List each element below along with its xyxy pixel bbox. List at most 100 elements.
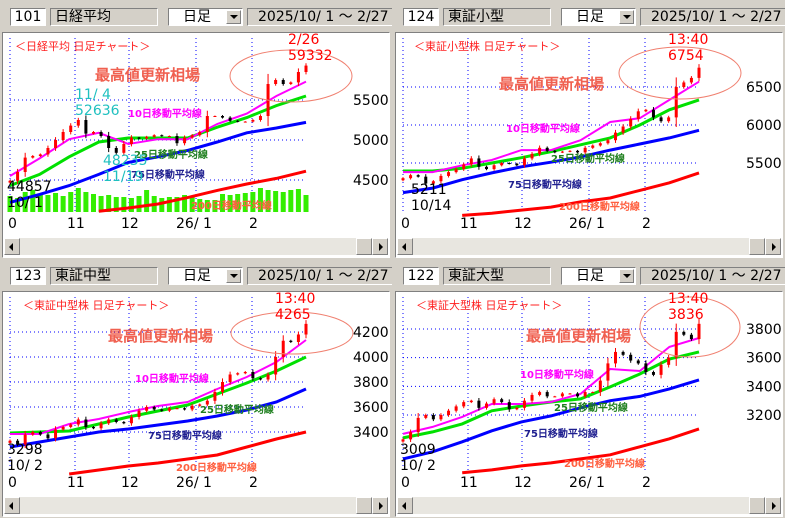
volume-bar <box>144 190 150 212</box>
volume-bar <box>128 198 134 212</box>
candle-body <box>636 111 640 119</box>
candle-body <box>492 165 496 170</box>
chevron-down-icon[interactable] <box>226 269 241 283</box>
x-tick-label: 0 <box>8 216 17 232</box>
scroll-left-button[interactable] <box>397 497 413 514</box>
ma10-line <box>9 80 307 177</box>
candle-body <box>409 175 413 179</box>
candle-body <box>274 357 278 375</box>
candle-body <box>251 372 255 379</box>
price-annotation: 59332 <box>288 48 333 64</box>
candle-body <box>46 434 50 439</box>
scroll-right-button[interactable] <box>765 238 781 255</box>
candle-body <box>674 331 678 358</box>
candle-body <box>409 432 413 440</box>
scroll-right-button[interactable] <box>372 497 388 514</box>
period-select[interactable]: 日足 <box>168 267 243 285</box>
candle-body <box>205 400 209 405</box>
ma75-label: 75日移動平均線 <box>148 429 222 442</box>
horizontal-scrollbar[interactable] <box>4 238 388 255</box>
volume-bar <box>265 190 271 212</box>
chart-title: ＜東証小型株 日足チャート＞ <box>414 39 560 53</box>
volume-bar <box>136 196 142 212</box>
candle-body <box>530 153 534 159</box>
candle-body <box>296 334 300 342</box>
price-annotation: 10/ 1 <box>7 195 43 211</box>
x-tick-label: 26/ 1 <box>569 216 605 232</box>
code-field[interactable]: 101 <box>10 8 46 26</box>
candle-body <box>213 116 217 117</box>
candle-body <box>122 144 126 153</box>
candle-body <box>629 118 633 127</box>
chevron-down-icon[interactable] <box>226 10 241 24</box>
candle-body <box>213 392 217 401</box>
candle-body <box>568 150 572 152</box>
scroll-left-button[interactable] <box>397 238 413 255</box>
price-annotation: 4265 <box>275 307 311 323</box>
candle-body <box>697 323 701 340</box>
index-name-field: 東証大型 <box>443 267 551 285</box>
y-tick-label: 3800 <box>353 375 389 391</box>
ma10-line <box>402 337 700 435</box>
scroll-thumb[interactable] <box>749 497 765 514</box>
code-field[interactable]: 122 <box>403 267 439 285</box>
volume-bar <box>182 195 188 212</box>
horizontal-scrollbar[interactable] <box>4 497 388 514</box>
candle-body <box>304 323 308 335</box>
volume-bar <box>174 197 180 212</box>
ma10-label: 10日移動平均線 <box>520 368 594 381</box>
candle-body <box>228 374 232 382</box>
volume-bar <box>242 193 248 212</box>
price-annotation: 44857 <box>7 179 52 195</box>
candle-body <box>16 172 20 181</box>
scroll-thumb[interactable] <box>749 238 765 255</box>
ma200-label: 200日移動平均線 <box>191 199 272 212</box>
price-annotation: 10/14 <box>411 198 451 214</box>
candle-body <box>175 408 179 410</box>
candle-body <box>621 126 625 133</box>
volume-bar <box>15 198 21 212</box>
candle-body <box>492 399 496 404</box>
period-select[interactable]: 日足 <box>561 267 636 285</box>
scroll-right-button[interactable] <box>765 497 781 514</box>
candle-body <box>274 80 278 84</box>
period-select[interactable]: 日足 <box>168 8 243 26</box>
scroll-left-button[interactable] <box>4 238 20 255</box>
candle-body <box>183 137 187 144</box>
period-select[interactable]: 日足 <box>561 8 636 26</box>
horizontal-scrollbar[interactable] <box>397 238 781 255</box>
candle-body <box>69 424 73 427</box>
scroll-thumb[interactable] <box>356 238 372 255</box>
chart-area: 3800 3600 3400 3200 0 11 12 26/ 1 2 ＜東証大型株 日足チャート… <box>395 291 783 517</box>
candle-body <box>477 400 481 408</box>
y-tick-label: 6000 <box>746 118 782 134</box>
candle-body <box>614 351 618 364</box>
price-annotation: 11/19 <box>103 169 143 185</box>
candle-body <box>122 422 126 424</box>
candle-body <box>243 372 247 374</box>
volume-bar <box>250 192 256 212</box>
candle-body <box>54 140 58 148</box>
volume-bar <box>227 195 233 212</box>
chevron-down-icon[interactable] <box>619 10 634 24</box>
candle-body <box>266 374 270 380</box>
period-value: 日足 <box>183 268 211 284</box>
chevron-down-icon[interactable] <box>619 269 634 283</box>
scroll-right-button[interactable] <box>372 238 388 255</box>
volume-bar <box>113 197 119 212</box>
candlestick-chart: 4200 4000 3800 3600 3400 0 11 12 26/ 1 2 ＜東証中型株 日足… <box>7 292 389 491</box>
y-tick-label: 3400 <box>746 379 782 395</box>
ma10-line <box>403 80 700 174</box>
chart-title: ＜日経平均 日足チャート＞ <box>15 40 150 53</box>
y-tick-label: 6500 <box>746 80 782 96</box>
code-field[interactable]: 124 <box>403 8 439 26</box>
volume-bar <box>30 190 36 212</box>
scroll-thumb[interactable] <box>356 497 372 514</box>
candle-body <box>137 410 141 417</box>
candle-body <box>145 136 149 139</box>
scroll-left-button[interactable] <box>4 497 20 514</box>
horizontal-scrollbar[interactable] <box>397 497 781 514</box>
code-field[interactable]: 123 <box>10 267 46 285</box>
